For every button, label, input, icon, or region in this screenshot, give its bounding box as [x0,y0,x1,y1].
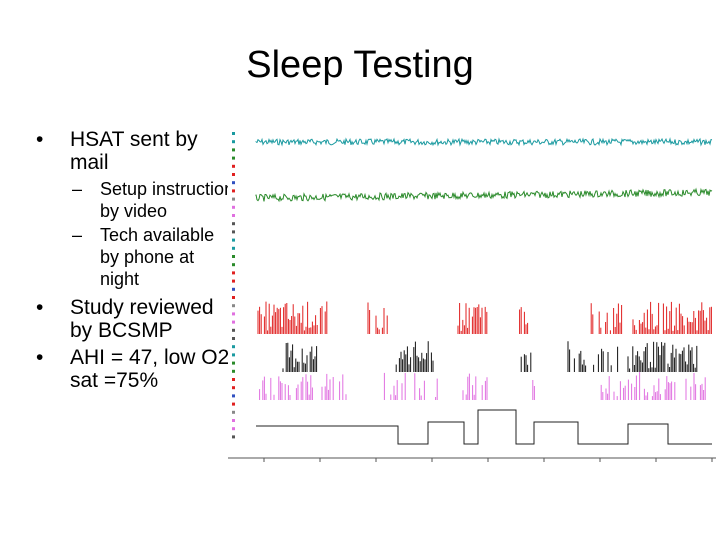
label-marker [232,369,235,373]
label-marker [232,189,235,193]
label-marker [232,181,235,185]
bullet-hsat: • HSAT sent by mail [36,128,236,174]
label-marker [232,263,235,267]
bullet-dot-icon: • [36,296,44,319]
label-marker [232,402,235,406]
label-marker [232,222,235,226]
bullet-list: • HSAT sent by mail – Setup instruction … [36,128,236,396]
sub-bullet-text: Tech available by phone at night [100,225,215,289]
label-marker [232,410,235,414]
label-marker [232,140,235,144]
bullet-text: Study reviewed by BCSMP [70,296,214,342]
sub-bullet-text: Setup instruction by video [100,179,235,221]
label-marker [232,279,235,283]
label-marker [232,386,235,390]
pulse-line [255,187,713,203]
channel-label-markers [232,132,235,439]
bullet-text: AHI = 47, low O2 sat =75% [70,346,230,392]
label-marker [232,205,235,209]
desaturation-events [257,301,712,334]
label-marker [232,328,235,332]
dash-icon: – [72,179,83,199]
sleep-study-trace-image [228,120,716,470]
dash-icon: – [72,225,83,245]
label-marker [232,238,235,242]
label-marker [232,132,235,135]
bullet-review: • Study reviewed by BCSMP [36,296,236,342]
label-marker [232,287,235,291]
sub-bullet-tech: – Tech available by phone at night [36,224,236,290]
label-marker [232,197,235,201]
slide-title: Sleep Testing [246,44,474,86]
label-marker [232,230,235,234]
label-marker [232,378,235,381]
label-marker [232,353,235,357]
label-marker [232,312,235,316]
bullet-ahi: • AHI = 47, low O2 sat =75% [36,346,236,392]
bullet-dot-icon: • [36,346,44,369]
label-marker [232,419,235,422]
label-marker [232,320,235,324]
apnea-events [282,341,698,372]
bullet-text: HSAT sent by mail [70,128,198,174]
label-marker [232,255,235,258]
label-marker [232,394,235,398]
label-marker [232,148,235,152]
label-marker [232,361,235,365]
spo2-trace [255,137,713,147]
sub-bullet-setup: – Setup instruction by video [36,178,236,222]
label-marker [232,345,235,349]
label-marker [232,156,235,160]
spo2-line [255,137,713,147]
label-marker [232,271,235,275]
label-marker [232,337,235,340]
time-axis-ticks [263,458,713,462]
label-marker [232,214,235,217]
label-marker [232,296,235,299]
position-trace [256,409,712,445]
label-marker [232,427,235,431]
position-line [256,409,712,445]
pulse-trace [255,187,713,203]
label-marker [232,246,235,250]
label-marker [232,435,235,439]
label-marker [232,173,235,176]
hypopnea-events [259,372,706,400]
label-marker [232,164,235,168]
bullet-dot-icon: • [36,128,44,151]
label-marker [232,304,235,308]
